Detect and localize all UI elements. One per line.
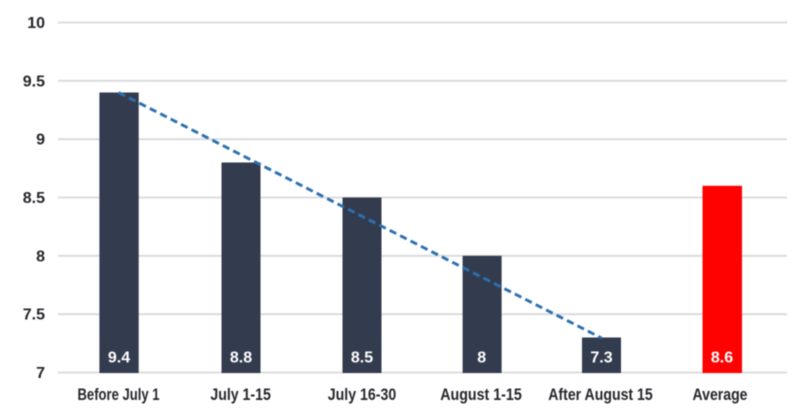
svg-text:9: 9 [36, 132, 45, 149]
svg-text:9.5: 9.5 [23, 73, 45, 90]
svg-text:8.5: 8.5 [351, 350, 373, 367]
svg-text:Before July 1: Before July 1 [78, 385, 160, 404]
svg-text:7: 7 [36, 365, 45, 382]
svg-text:9.4: 9.4 [108, 350, 130, 367]
svg-text:8.6: 8.6 [711, 350, 733, 367]
svg-text:July 16-30: July 16-30 [328, 385, 397, 404]
svg-text:7.3: 7.3 [590, 350, 612, 367]
svg-text:July 1-15: July 1-15 [210, 385, 271, 404]
svg-text:8: 8 [36, 248, 45, 265]
svg-text:After August 15: After August 15 [548, 385, 653, 404]
svg-text:August 1-15: August 1-15 [440, 385, 522, 404]
svg-text:10: 10 [27, 15, 45, 32]
svg-text:Average: Average [693, 385, 748, 404]
svg-text:8.8: 8.8 [230, 350, 252, 367]
svg-text:8.5: 8.5 [23, 190, 45, 207]
svg-text:7.5: 7.5 [23, 307, 45, 324]
svg-text:8: 8 [477, 350, 486, 367]
